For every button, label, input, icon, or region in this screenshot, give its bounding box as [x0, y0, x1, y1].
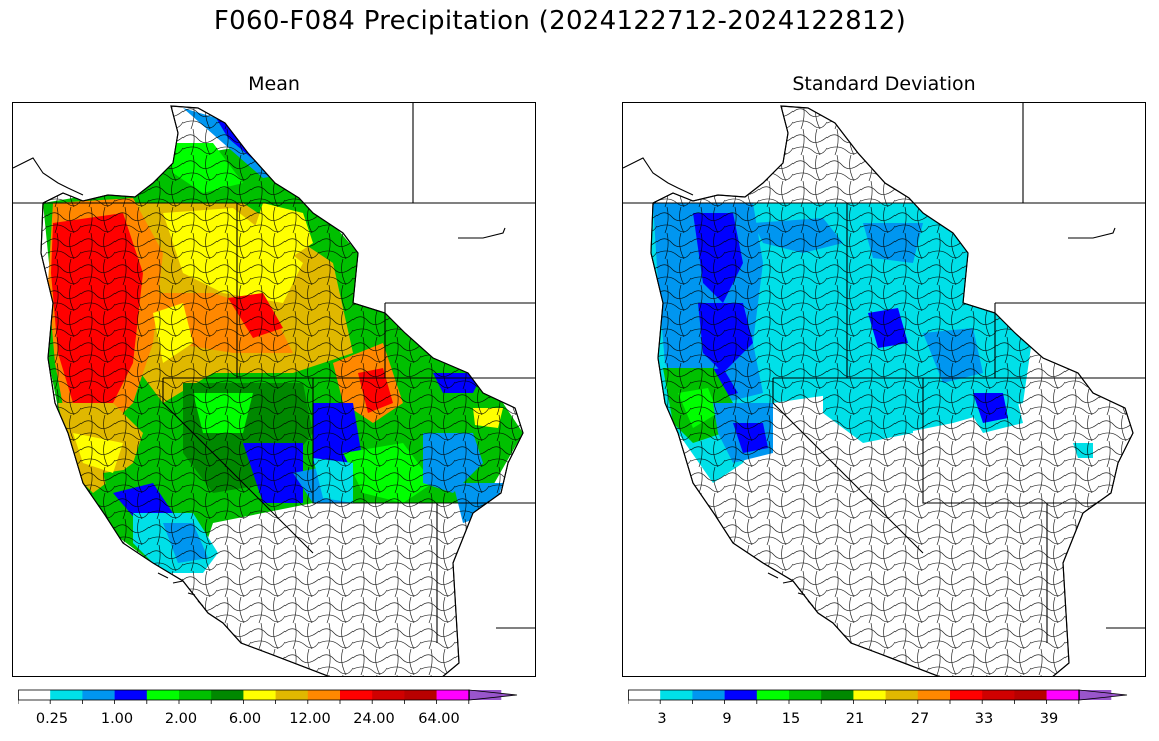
colorbar-swatch: [724, 690, 758, 700]
mean-panel-title: Mean: [248, 73, 300, 95]
mean-tick-label: 2.00: [164, 711, 198, 727]
stddev-panel-title: Standard Deviation: [792, 73, 976, 95]
colorbar-swatch: [50, 690, 83, 700]
colorbar-swatch: [692, 690, 725, 700]
colorbar-swatch: [243, 690, 276, 700]
colorbar-swatch: [660, 690, 693, 700]
stddev-tick-label: 9: [722, 711, 732, 727]
colorbar-swatch: [146, 690, 180, 700]
stddev-colorbar: [628, 689, 1128, 704]
colorbar-swatch: [307, 690, 341, 700]
colorbar-swatch: [756, 690, 790, 700]
stddev-tick-label: 39: [1039, 711, 1059, 727]
mean-map-svg: [13, 103, 535, 676]
colorbar-swatch: [982, 690, 1015, 700]
stddev-tick-label: 27: [910, 711, 930, 727]
mean-tick-label: 64.00: [418, 711, 460, 727]
stddev-map[interactable]: [622, 102, 1146, 677]
colorbar-swatch: [885, 690, 919, 700]
stddev-map-svg: [623, 103, 1145, 676]
colorbar-swatch: [18, 690, 51, 700]
colorbar-swatch: [789, 690, 822, 700]
stddev-tick-label: 3: [657, 711, 667, 727]
mean-map[interactable]: [12, 102, 536, 677]
colorbar-swatch: [628, 690, 661, 700]
colorbar-border: [628, 689, 1080, 701]
stddev-tick-label: 15: [781, 711, 801, 727]
stddev-tick-label: 21: [845, 711, 865, 727]
colorbar-swatch: [917, 690, 951, 700]
mean-tick-label: 12.00: [289, 711, 331, 727]
colorbar-swatch: [340, 690, 373, 700]
colorbar-swatch: [114, 690, 148, 700]
colorbar-swatch: [372, 690, 405, 700]
mean-tick-label: 6.00: [228, 711, 262, 727]
colorbar-swatch: [853, 690, 886, 700]
colorbar-border: [18, 689, 470, 701]
figure-title: F060-F084 Precipitation (2024122712-2024…: [213, 6, 907, 36]
colorbar-swatch: [179, 690, 212, 700]
colorbar-swatch: [1046, 690, 1080, 700]
mean-colorbar: [18, 689, 518, 704]
colorbar-swatch: [436, 690, 470, 700]
colorbar-swatch: [211, 690, 244, 700]
colorbar-swatch: [404, 690, 437, 700]
colorbar-swatch: [275, 690, 309, 700]
mean-tick-label: 24.00: [353, 711, 395, 727]
mean-tick-label: 1.00: [100, 711, 134, 727]
mean-tick-label: 0.25: [35, 711, 69, 727]
colorbar-extend-arrow: [1078, 689, 1128, 701]
colorbar-swatch: [82, 690, 115, 700]
colorbar-swatch: [950, 690, 983, 700]
colorbar-extend-arrow: [468, 689, 518, 701]
colorbar-swatch: [1014, 690, 1047, 700]
stddev-tick-label: 33: [974, 711, 994, 727]
colorbar-swatch: [821, 690, 854, 700]
